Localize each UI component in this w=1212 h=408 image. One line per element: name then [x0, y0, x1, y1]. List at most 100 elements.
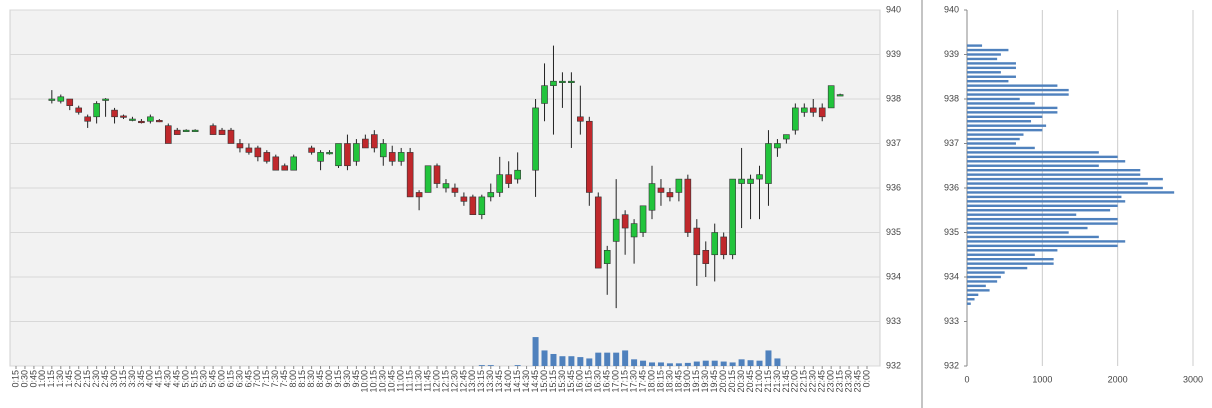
x-tick-label: 3:00	[109, 370, 119, 388]
x-tick-label: 10:15	[369, 370, 379, 393]
candle-body	[666, 192, 674, 198]
x-tick-label: 17:00	[611, 370, 621, 393]
x-tick-label: 20:00	[718, 370, 728, 393]
volume-bar	[738, 359, 745, 366]
y-tick-label: 933	[886, 316, 901, 326]
x-tick-label: 4:30	[163, 370, 173, 388]
profile-bar	[967, 289, 990, 292]
x-tick-label: 2:15	[82, 370, 92, 388]
x-tick-label: 11:15	[405, 370, 415, 392]
x-tick-label: 15:45	[566, 370, 576, 393]
x-tick-label: 16:45	[602, 370, 612, 393]
profile-bar	[967, 115, 1043, 118]
x-tick-label: 3000	[1183, 374, 1203, 384]
candle-body	[272, 156, 280, 171]
candle-body	[586, 120, 593, 193]
candle-body	[693, 227, 701, 256]
x-tick-label: 7:30	[270, 370, 280, 388]
volume-bar	[559, 356, 566, 366]
x-tick-label: 1:15	[46, 370, 56, 388]
candle-body	[559, 80, 566, 83]
volume-bar	[478, 365, 485, 366]
x-tick-label: 1000	[1032, 374, 1052, 384]
candle-body	[75, 107, 83, 113]
volume-bar	[765, 350, 772, 366]
x-tick-label: 18:45	[673, 370, 683, 393]
x-tick-label: 5:00	[181, 370, 191, 388]
volume-bar	[693, 361, 700, 366]
x-tick-label: 22:15	[799, 370, 809, 393]
candle-body	[120, 115, 127, 118]
profile-bar	[967, 137, 1020, 141]
y-tick-label: 940	[886, 4, 901, 14]
profile-bar	[967, 177, 1163, 181]
x-tick-label: 9:30	[342, 370, 352, 388]
x-tick-label: 16:15	[584, 370, 594, 393]
x-tick-label: 21:15	[763, 370, 773, 393]
candle-body	[648, 183, 656, 211]
profile-bar	[967, 209, 1111, 212]
volume-bar	[684, 362, 691, 366]
x-tick-label: 15:00	[539, 370, 549, 393]
profile-bar	[967, 120, 1032, 123]
x-tick-label: 20:30	[736, 370, 746, 393]
profile-bar	[967, 240, 1126, 243]
x-tick-label: 15:30	[557, 370, 567, 393]
x-tick-label: 8:30	[306, 370, 316, 388]
candle-body	[765, 143, 772, 184]
volume-bar	[702, 360, 709, 366]
candle-body	[156, 120, 163, 123]
y-tick-label: 938	[886, 93, 901, 103]
volume-bar	[675, 363, 682, 366]
x-tick-label: 4:45	[172, 370, 182, 388]
volume-bar	[577, 357, 584, 366]
x-tick-label: 8:45	[315, 370, 325, 388]
profile-bar	[967, 302, 971, 305]
profile-bar	[967, 53, 1001, 56]
candle-body	[397, 152, 405, 162]
x-tick-label: 9:15	[333, 370, 343, 388]
candle-body	[66, 98, 74, 106]
profile-bar	[967, 57, 998, 61]
candle-body	[111, 109, 118, 118]
profile-bar	[967, 66, 1016, 70]
profile-bar	[967, 244, 1118, 248]
x-tick-label: 13:30	[485, 370, 495, 393]
profile-bar	[967, 253, 1035, 256]
x-tick-label: 13:45	[494, 370, 504, 393]
profile-bar	[967, 266, 1028, 270]
profile-bar	[967, 93, 1069, 96]
x-tick-label: 11:00	[396, 370, 406, 392]
volume-bar	[729, 362, 736, 366]
volume-bar	[613, 352, 620, 366]
profile-bar	[967, 222, 1118, 225]
candle-body	[442, 183, 450, 189]
candle-body	[379, 143, 387, 158]
candle-body	[218, 129, 226, 135]
x-tick-label: 5:15	[190, 370, 200, 388]
x-tick-label: 17:30	[628, 370, 638, 393]
volume-bar	[568, 356, 575, 366]
x-tick-label: 21:00	[754, 370, 764, 393]
x-tick-label: 6:15	[225, 370, 235, 388]
x-tick-label: 12:15	[440, 370, 450, 393]
y-tick-label: 937	[886, 138, 901, 148]
candle-body	[415, 192, 423, 198]
x-tick-label: 5:30	[198, 370, 208, 388]
x-tick-label: 22:30	[808, 370, 818, 393]
volume-bar	[541, 350, 548, 366]
candle-body	[433, 165, 441, 184]
x-tick-label: 16:00	[575, 370, 585, 393]
volume-bar	[595, 352, 602, 366]
candle-body	[469, 196, 477, 215]
profile-bar	[967, 133, 1024, 136]
candle-body	[344, 143, 351, 167]
candle-body	[147, 116, 154, 122]
candle-body	[577, 116, 584, 122]
y-tick-label: 932	[944, 360, 959, 370]
profile-bar	[967, 155, 1118, 159]
x-tick-label: 1:00	[37, 370, 47, 388]
candle-body	[281, 165, 289, 171]
